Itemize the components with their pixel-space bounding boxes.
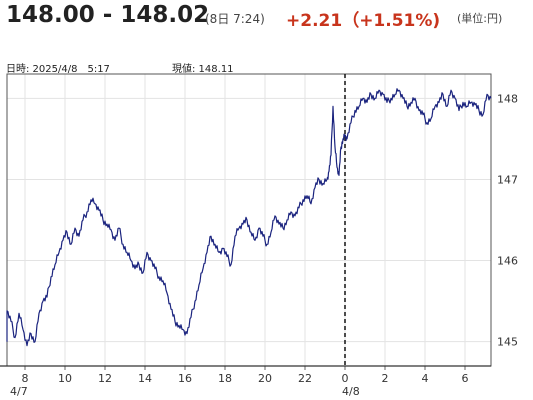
current-value-readout: 現値: 148.11 [172,64,234,75]
x-tick-label: 18 [218,372,232,385]
x-tick-label: 14 [138,372,152,385]
x-tick-label: 20 [258,372,272,385]
plot-area [7,74,491,366]
x-date-label: 4/8 [342,385,360,398]
x-tick-label: 6 [462,372,469,385]
x-tick-label: 10 [58,372,72,385]
x-tick-label: 2 [382,372,389,385]
x-tick-label: 16 [178,372,192,385]
chart-info-bar: 日時: 2025/4/8 5:17 現値: 148.11 [6,56,526,75]
y-tick-label: 148 [497,92,518,105]
x-tick-label: 8 [22,372,29,385]
price-line [6,88,492,347]
x-tick-label: 4 [422,372,429,385]
y-tick-label: 145 [497,336,518,349]
price-range: 148.00 - 148.02 [6,2,210,28]
y-tick-label: 147 [497,173,518,186]
quote-time: (8日 7:24) [205,12,265,26]
y-tick-label: 146 [497,255,518,268]
unit-label: (単位:円) [457,12,503,25]
x-tick-label: 22 [298,372,312,385]
datetime-readout: 日時: 2025/4/8 5:17 [6,64,110,75]
x-date-label: 4/7 [10,385,28,398]
x-tick-label: 12 [98,372,112,385]
x-tick-label: 0 [342,372,349,385]
price-change: +2.21（+1.51%) [286,11,441,31]
quote-header: 148.00 - 148.02 (8日 7:24) +2.21（+1.51%) … [4,2,529,32]
